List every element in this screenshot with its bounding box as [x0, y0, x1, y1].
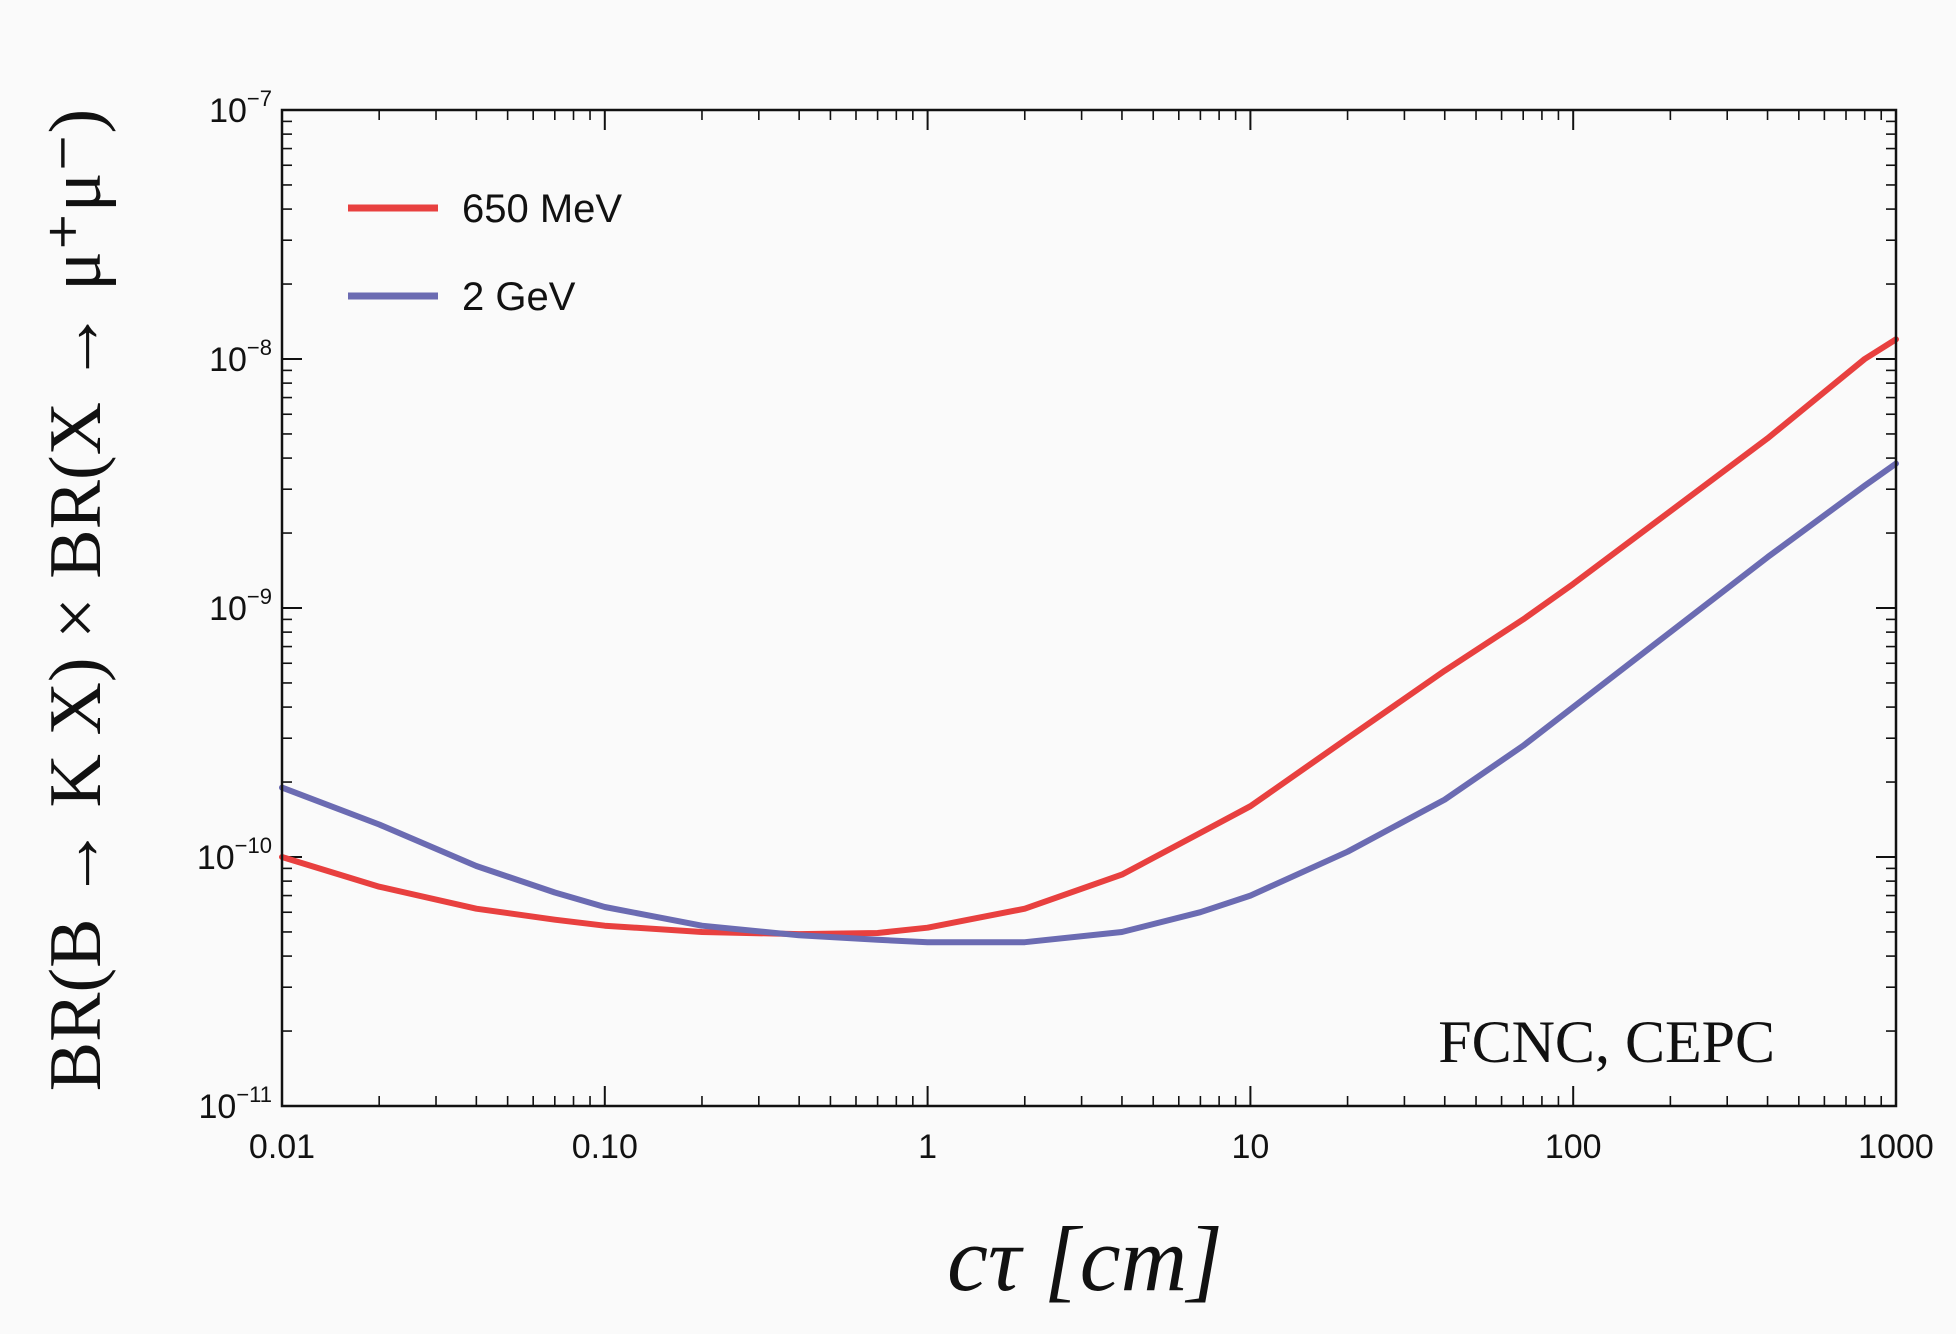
y-tick-label: 10−11 [198, 1082, 272, 1126]
x-tick-label: 0.10 [572, 1128, 638, 1166]
y-tick-label: 10−8 [209, 335, 272, 379]
legend-label-2-gev: 2 GeV [462, 275, 576, 319]
y-tick-label: 10−7 [209, 86, 272, 130]
series-line-2-gev [279, 460, 1899, 946]
chart-annotation: FCNC, CEPC [1438, 1009, 1775, 1075]
plot-frame [280, 108, 1898, 1108]
x-tick-label: 1000 [1858, 1128, 1934, 1166]
series-layer [279, 336, 1899, 946]
legend: 650 MeV 2 GeV [348, 187, 622, 319]
y-tick-labels: 10−11 10−10 10−9 10−8 10−7 [197, 86, 272, 1126]
legend-label-650-mev: 650 MeV [462, 187, 622, 231]
minor-ticks [282, 110, 1896, 1106]
y-tick-label: 10−10 [197, 833, 272, 877]
x-tick-labels: 0.01 0.10 1 10 100 1000 [249, 1128, 1934, 1166]
x-tick-label: 100 [1545, 1128, 1602, 1166]
x-tick-label: 10 [1231, 1128, 1269, 1166]
x-axis-title: cτ [cm] [947, 1208, 1223, 1310]
y-tick-label: 10−9 [209, 584, 272, 628]
y-axis-title: BR(B → K X) × BR(X → μ⁺μ⁻) [35, 109, 117, 1091]
x-tick-label: 0.01 [249, 1128, 315, 1166]
series-line-650-mev [279, 336, 1899, 938]
x-tick-label: 1 [918, 1128, 937, 1166]
